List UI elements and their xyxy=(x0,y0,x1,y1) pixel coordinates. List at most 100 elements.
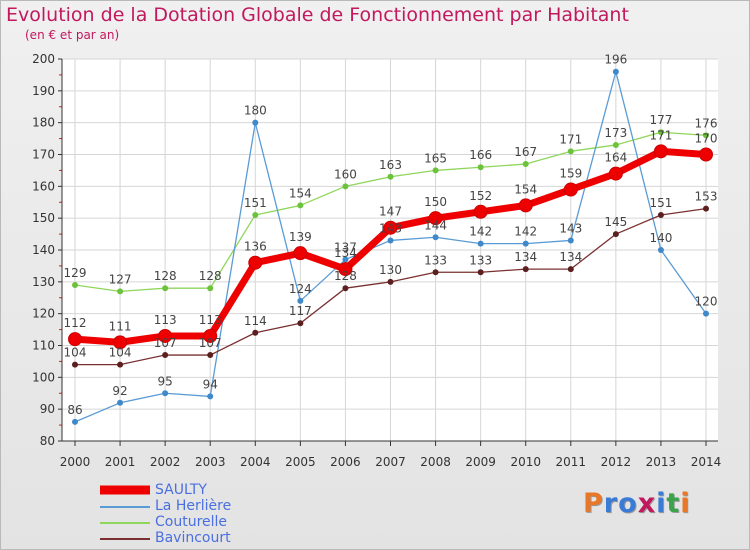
data-point-la-herliere xyxy=(297,297,304,304)
y-tick-label: 160 xyxy=(32,179,55,193)
data-point-saulty xyxy=(248,255,263,270)
chart-subtitle: (en € et par an) xyxy=(25,28,120,42)
data-label-bavincourt: 151 xyxy=(649,196,672,210)
y-tick-label: 170 xyxy=(32,148,55,162)
data-label-saulty: 112 xyxy=(64,316,87,330)
data-label-la-herliere: 196 xyxy=(604,53,627,67)
data-label-saulty: 154 xyxy=(514,182,537,196)
data-label-la-herliere: 92 xyxy=(112,384,127,398)
data-label-la-herliere: 142 xyxy=(469,225,492,239)
data-label-la-herliere: 143 xyxy=(559,221,582,235)
data-label-la-herliere: 95 xyxy=(158,374,173,388)
data-label-la-herliere: 140 xyxy=(649,231,672,245)
data-point-saulty xyxy=(338,262,353,277)
data-point-saulty xyxy=(608,166,623,181)
data-point-la-herliere xyxy=(432,234,439,241)
data-label-bavincourt: 114 xyxy=(244,314,267,328)
data-point-saulty xyxy=(428,211,443,226)
data-point-la-herliere xyxy=(567,237,574,244)
x-tick-label: 2014 xyxy=(691,455,722,469)
data-label-la-herliere: 144 xyxy=(424,218,447,232)
data-label-saulty: 170 xyxy=(695,132,718,146)
legend-swatch-bavincourt xyxy=(100,538,150,540)
legend-swatch-saulty xyxy=(100,485,150,495)
x-tick-label: 2008 xyxy=(420,455,451,469)
x-tick-label: 2011 xyxy=(556,455,587,469)
x-tick-label: 2009 xyxy=(465,455,496,469)
data-label-la-herliere: 143 xyxy=(379,221,402,235)
data-point-saulty xyxy=(563,182,578,197)
data-point-la-herliere xyxy=(477,240,484,247)
data-label-saulty: 134 xyxy=(334,246,357,260)
legend-label-la-herliere: La Herlière xyxy=(155,498,232,514)
data-label-la-herliere: 142 xyxy=(514,225,537,239)
data-point-bavincourt xyxy=(252,329,259,336)
data-point-bavincourt xyxy=(342,285,349,292)
data-label-la-herliere: 124 xyxy=(289,282,312,296)
data-point-bavincourt xyxy=(567,266,574,273)
data-label-couturelle: 167 xyxy=(514,145,537,159)
data-point-couturelle xyxy=(477,164,484,171)
logo-letter: o xyxy=(618,488,638,519)
data-point-saulty xyxy=(383,220,398,235)
data-label-saulty: 136 xyxy=(244,240,267,254)
data-point-bavincourt xyxy=(477,269,484,276)
proxiti-logo: Proxiti xyxy=(583,488,691,519)
data-label-couturelle: 128 xyxy=(199,269,222,283)
x-tick-label: 2002 xyxy=(150,455,181,469)
data-point-la-herliere xyxy=(252,119,259,126)
data-point-bavincourt xyxy=(297,320,304,327)
data-label-couturelle: 171 xyxy=(559,132,582,146)
x-tick-label: 2003 xyxy=(195,455,226,469)
data-point-bavincourt xyxy=(387,278,394,285)
data-label-la-herliere: 86 xyxy=(67,403,82,417)
data-point-saulty xyxy=(113,335,128,350)
data-label-couturelle: 128 xyxy=(154,269,177,283)
logo-letter: r xyxy=(603,488,619,519)
x-tick-label: 2010 xyxy=(510,455,541,469)
data-point-la-herliere xyxy=(342,256,349,263)
data-label-saulty: 164 xyxy=(604,151,627,165)
data-point-couturelle xyxy=(297,202,304,209)
y-tick-label: 200 xyxy=(32,52,55,66)
data-point-couturelle xyxy=(387,173,394,180)
data-label-bavincourt: 128 xyxy=(334,269,357,283)
data-point-la-herliere xyxy=(117,399,124,406)
y-tick-label: 190 xyxy=(32,84,55,98)
data-point-bavincourt xyxy=(207,352,214,359)
data-point-bavincourt xyxy=(703,205,709,212)
data-label-la-herliere: 137 xyxy=(334,241,357,255)
data-label-couturelle: 160 xyxy=(334,167,357,181)
data-label-bavincourt: 134 xyxy=(514,250,537,264)
data-point-la-herliere xyxy=(703,310,709,317)
logo-letter: P xyxy=(583,488,604,519)
data-label-bavincourt: 107 xyxy=(154,336,177,350)
y-tick-label: 150 xyxy=(32,211,55,225)
y-tick-label: 130 xyxy=(32,275,55,289)
data-label-bavincourt: 133 xyxy=(424,253,447,267)
legend-swatch-la-herliere xyxy=(100,506,150,508)
data-label-saulty: 147 xyxy=(379,205,402,219)
data-point-saulty xyxy=(518,198,533,213)
y-tick-label: 120 xyxy=(32,307,55,321)
data-label-la-herliere: 180 xyxy=(244,104,267,118)
logo-letter: i xyxy=(656,488,667,519)
data-label-saulty: 113 xyxy=(199,313,222,327)
data-label-bavincourt: 117 xyxy=(289,304,312,318)
data-point-saulty xyxy=(473,204,488,219)
data-label-la-herliere: 94 xyxy=(203,377,218,391)
data-label-saulty: 159 xyxy=(559,167,582,181)
data-point-bavincourt xyxy=(657,211,664,218)
x-tick-label: 2007 xyxy=(375,455,406,469)
data-point-saulty xyxy=(203,328,218,343)
data-point-saulty xyxy=(699,147,713,162)
legend-label-couturelle: Couturelle xyxy=(155,514,228,530)
x-tick-label: 2004 xyxy=(240,455,271,469)
data-point-saulty xyxy=(158,328,173,343)
data-point-la-herliere xyxy=(207,393,214,400)
data-label-saulty: 171 xyxy=(649,128,672,142)
data-label-bavincourt: 104 xyxy=(64,346,87,360)
data-label-bavincourt: 134 xyxy=(559,250,582,264)
data-label-couturelle: 166 xyxy=(469,148,492,162)
